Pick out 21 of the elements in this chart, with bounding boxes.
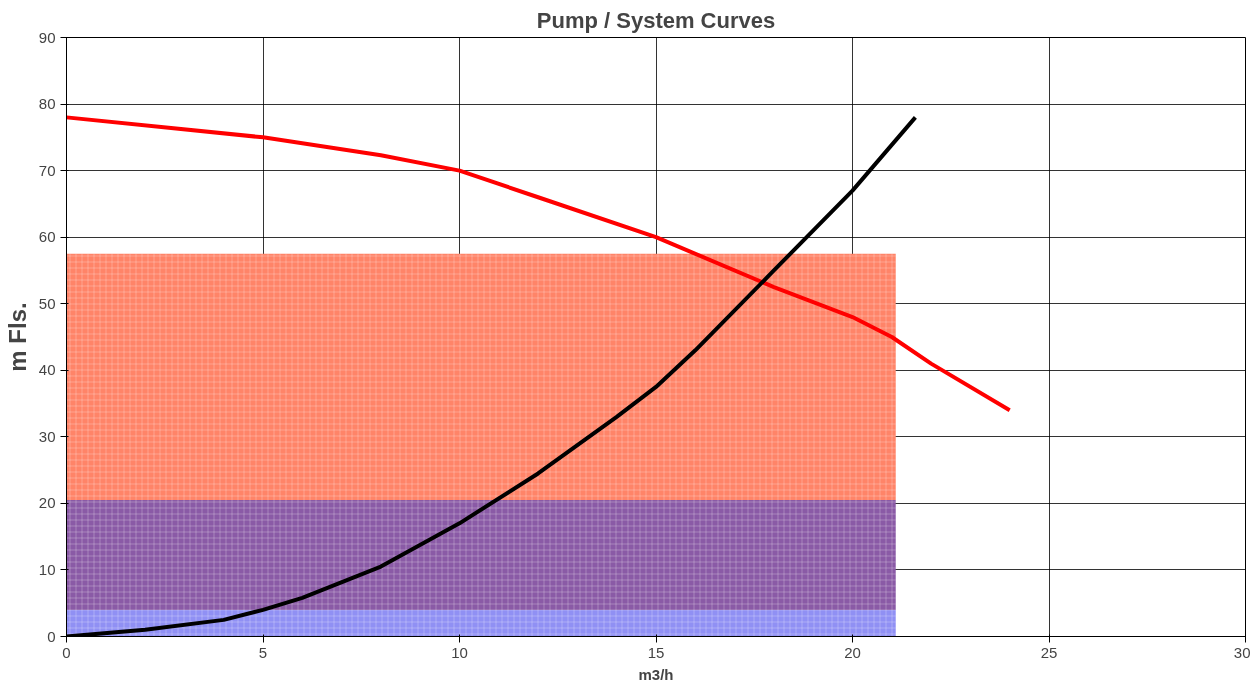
- y-tick-label: 90: [38, 28, 56, 46]
- y-tick-label: 0: [47, 627, 56, 645]
- x-axis-title: m3/h: [638, 665, 674, 683]
- y-axis-title: m Fls.: [3, 302, 31, 372]
- y-tick-label: 80: [38, 95, 56, 113]
- x-tick-label: 5: [258, 643, 268, 661]
- x-tick-label: 15: [647, 643, 665, 661]
- y-tick-label: 20: [38, 494, 56, 512]
- x-tick-label: 10: [451, 643, 468, 661]
- line-series: [66, 115, 1012, 413]
- y-tick-label: 40: [38, 361, 56, 379]
- x-tick-label: 25: [1040, 643, 1058, 661]
- y-tick-label: 10: [38, 560, 56, 578]
- x-tick-label: 30: [1233, 643, 1251, 661]
- y-tick-label: 60: [38, 228, 56, 246]
- x-tick-label: 20: [844, 643, 861, 661]
- chart-title: Pump / System Curves: [536, 7, 776, 33]
- y-tick-label: 30: [38, 427, 56, 445]
- x-tick-label: 0: [62, 643, 71, 661]
- y-tick-label: 70: [38, 161, 56, 179]
- y-tick-label: 50: [38, 294, 56, 312]
